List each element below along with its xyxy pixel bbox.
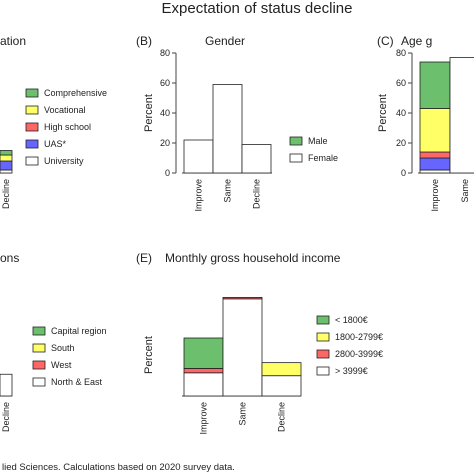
bar-segment <box>419 61 451 109</box>
y-tick-label: 80 <box>160 48 170 58</box>
bar-segment <box>261 375 302 397</box>
panel-b-ylabel: Percent <box>143 94 155 132</box>
x-tick-label: Same <box>238 402 248 426</box>
legend-label: Capital region <box>51 326 107 336</box>
panel-d: ons Decline Capital region South West North… <box>0 251 107 432</box>
panel-c-ylabel: Percent <box>377 94 389 132</box>
bar-segment <box>261 362 302 377</box>
legend-swatch <box>316 349 330 359</box>
bar-segment <box>0 160 13 171</box>
legend-swatch <box>32 377 46 387</box>
legend-label: North & East <box>51 377 103 387</box>
legend-swatch <box>316 315 330 325</box>
panel-c-plot: 0 20 40 60 80 Improve Same <box>396 48 474 212</box>
panel-a-plot: Decline <box>0 150 13 209</box>
bar-segment <box>183 368 224 374</box>
y-tick-label: 0 <box>401 168 406 178</box>
bar-segment <box>419 108 451 153</box>
y-tick-label: 20 <box>160 138 170 148</box>
panel-d-title: ons <box>0 251 19 265</box>
bar-segment <box>241 144 272 174</box>
bar-segment <box>419 151 451 159</box>
y-tick-label: 0 <box>165 168 170 178</box>
bar-segment <box>419 157 451 171</box>
legend-label: < 1800€ <box>335 315 368 325</box>
x-tick-label: Improve <box>194 179 204 212</box>
panel-e: (E) Monthly gross household income Perce… <box>136 251 383 435</box>
legend-swatch <box>25 105 39 115</box>
y-tick-label: 60 <box>396 78 406 88</box>
legend-label: Vocational <box>44 105 86 115</box>
bar-segment <box>183 372 224 397</box>
legend-label: University <box>44 156 84 166</box>
legend-swatch <box>25 88 39 98</box>
panel-a-legend: Comprehensive Vocational High school UAS* Un… <box>25 88 107 166</box>
figure-title: Expectation of status decline <box>162 0 353 17</box>
panel-d-legend: Capital region South West North & East <box>32 326 107 387</box>
y-tick-label: 20 <box>396 138 406 148</box>
legend-label: South <box>51 343 75 353</box>
bar-segment <box>0 154 13 162</box>
panel-e-label: (E) <box>136 251 152 265</box>
panel-e-legend: < 1800€ 1800-2799€ 2800-3999€ > 3999€ <box>316 315 383 376</box>
x-tick-label: Decline <box>277 402 287 432</box>
legend-swatch <box>289 136 303 146</box>
panel-e-plot: Improve Same Decline <box>182 296 302 435</box>
y-tick-label: 40 <box>396 108 406 118</box>
y-tick-label: 60 <box>160 78 170 88</box>
legend-swatch <box>316 332 330 342</box>
legend-label: 1800-2799€ <box>335 332 383 342</box>
legend-swatch <box>32 343 46 353</box>
legend-swatch <box>25 139 39 149</box>
y-tick-label: 80 <box>396 48 406 58</box>
legend-label: Male <box>308 136 328 146</box>
legend-swatch <box>32 326 46 336</box>
legend-label: High school <box>44 122 91 132</box>
panel-c-label: (C) <box>377 34 394 48</box>
panel-c-title: Age g <box>401 34 432 48</box>
bar-segment <box>222 298 263 397</box>
panel-b-legend: Male Female <box>289 136 338 163</box>
x-tick-label: Decline <box>1 402 11 432</box>
bar-segment <box>222 296 263 300</box>
legend-label: > 3999€ <box>335 366 368 376</box>
legend-label: UAS* <box>44 139 67 149</box>
bar-segment <box>419 169 451 174</box>
panel-a: ation Decline Comprehensive Vocational Hig… <box>0 34 107 209</box>
bar-segment <box>0 373 13 397</box>
legend-label: West <box>51 360 72 370</box>
panel-b-plot: 0 20 40 60 80 Improve Same Decline <box>160 48 272 212</box>
bar-segment <box>212 84 243 174</box>
panel-b-title: Gender <box>205 34 245 48</box>
x-tick-label: Decline <box>252 179 262 209</box>
panel-c: (C) Age g Percent 0 20 40 60 80 Improve Same <box>377 34 474 212</box>
bar-segment <box>0 150 13 156</box>
x-tick-label: Improve <box>430 179 440 212</box>
legend-swatch <box>32 360 46 370</box>
bar-segment <box>183 139 214 174</box>
x-tick-label: Same <box>223 179 233 203</box>
bar-segment <box>0 169 13 174</box>
panel-b: (B) Gender Percent 0 20 40 60 80 Improve Same D… <box>136 34 338 212</box>
legend-swatch <box>25 122 39 132</box>
footnote: lied Sciences. Calculations based on 202… <box>2 462 235 473</box>
panel-b-label: (B) <box>136 34 152 48</box>
legend-swatch <box>289 153 303 163</box>
y-tick-label: 40 <box>160 108 170 118</box>
legend-swatch <box>316 366 330 376</box>
x-tick-label: Improve <box>199 402 209 435</box>
x-tick-label: Decline <box>1 179 11 209</box>
legend-label: 2800-3999€ <box>335 349 383 359</box>
panel-e-ylabel: Percent <box>143 336 155 374</box>
bar-segment <box>183 337 224 369</box>
legend-swatch <box>25 156 39 166</box>
legend-label: Comprehensive <box>44 88 107 98</box>
bar-segment <box>449 57 474 174</box>
legend-label: Female <box>308 153 338 163</box>
panel-d-plot: Decline <box>0 373 13 432</box>
panel-a-title: ation <box>0 34 26 48</box>
x-tick-label: Same <box>460 179 470 203</box>
panel-e-title: Monthly gross household income <box>165 251 341 265</box>
